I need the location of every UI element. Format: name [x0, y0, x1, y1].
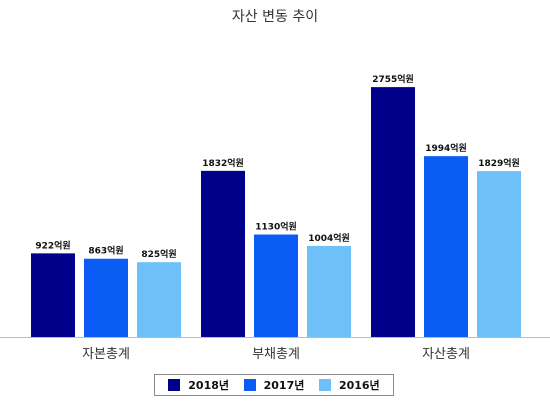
data-label-0-2: 825억원 [141, 248, 176, 260]
legend[interactable]: 2018년 2017년 2016년 [154, 374, 394, 396]
data-label-2-1: 1994억원 [425, 142, 467, 154]
legend-item-2[interactable]: 2016년 [318, 377, 380, 393]
legend-label-0: 2018년 [188, 379, 230, 392]
data-label-0-0: 922억원 [35, 239, 70, 251]
bar-2-0[interactable] [371, 87, 415, 338]
bar-1-0[interactable] [201, 170, 245, 337]
chart-title: 자산 변동 추이 [231, 9, 319, 25]
data-label-0-1: 863억원 [88, 245, 123, 257]
legend-item-1[interactable]: 2017년 [243, 377, 305, 393]
bar-0-1[interactable] [84, 258, 128, 337]
data-label-1-1: 1130억원 [255, 221, 297, 233]
data-label-1-2: 1004억원 [308, 232, 350, 244]
data-label-2-0: 2755억원 [372, 73, 414, 85]
legend-swatch-1 [243, 379, 256, 391]
legend-label-2: 2016년 [338, 379, 380, 392]
data-label-1-0: 1832억원 [202, 157, 244, 169]
legend-label-1: 2017년 [263, 379, 305, 392]
legend-swatch-2 [318, 379, 331, 391]
data-label-2-2: 1829억원 [478, 157, 520, 169]
category-label-2: 자산총계 [422, 347, 470, 362]
bar-2-2[interactable] [477, 171, 521, 337]
legend-swatch-0 [168, 379, 181, 391]
bar-0-2[interactable] [137, 262, 181, 337]
bar-1-1[interactable] [254, 234, 298, 337]
category-label-1: 부채총계 [252, 347, 300, 362]
bar-2-1[interactable] [424, 156, 468, 337]
legend-item-0[interactable]: 2018년 [168, 377, 229, 393]
bar-1-2[interactable] [307, 245, 351, 337]
bar-0-0[interactable] [31, 253, 75, 337]
category-label-0: 자본총계 [82, 347, 130, 362]
